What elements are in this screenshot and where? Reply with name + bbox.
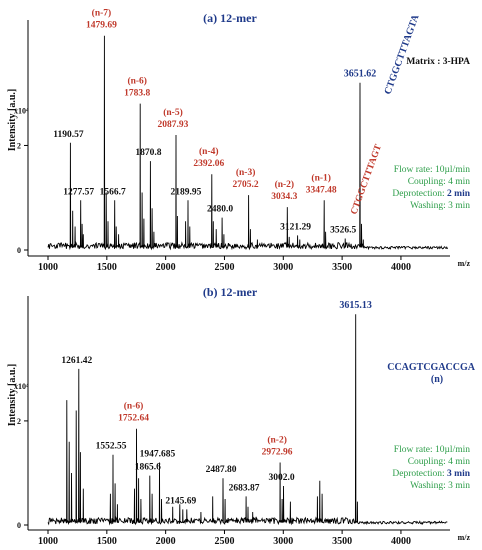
sequence-n-label: (n)	[431, 374, 443, 385]
y-scale-label: x10⁴	[14, 106, 29, 115]
peak-label: 1865.6	[135, 463, 161, 473]
peak-tag: (n-6)	[127, 76, 147, 87]
peak-label: 1752.64	[118, 414, 149, 424]
x-tick-label: 1000	[38, 536, 58, 547]
peak-label: 3347.48	[306, 185, 337, 195]
y-tick-label: 0	[17, 246, 21, 255]
peak-tag: (n-3)	[236, 167, 256, 178]
x-tick-label: 2500	[214, 262, 234, 273]
condition-flow-rate: Flow rate: 10µl/min	[394, 165, 470, 175]
x-axis-label: m/z	[458, 259, 471, 268]
peak-label: 2392.06	[193, 159, 224, 169]
x-tick-label: 3500	[332, 262, 352, 273]
x-tick-label: 2500	[214, 536, 234, 547]
peak-label: 2683.87	[229, 483, 260, 493]
y-axis-label: Intensity [a.u.]	[7, 89, 18, 152]
peak-label: 1552.55	[96, 442, 127, 452]
sequence-main: CTGGCTTTAGTA	[382, 13, 421, 97]
peak-label: 2972.96	[262, 448, 293, 458]
x-tick-label: 2000	[156, 536, 176, 547]
peak-tag: (n-1)	[311, 172, 331, 183]
x-tick-label: 1000	[38, 262, 58, 273]
x-tick-label: 3500	[332, 536, 352, 547]
peak-label: 3121.29	[280, 222, 311, 232]
peak-label: 1783.8	[124, 89, 150, 99]
peak-label: 1277.57	[63, 187, 94, 197]
condition-washing: Washing: 3 min	[410, 201, 470, 211]
peak-label: 3002.0	[268, 473, 294, 483]
y-axis-label: Intensity [a.u.]	[7, 364, 18, 427]
x-tick-label: 2000	[156, 262, 176, 273]
peak-label: 1479.69	[86, 21, 117, 31]
peak-label: 2480.0	[207, 205, 233, 215]
x-tick-label: 3000	[273, 536, 293, 547]
peak-label: 1190.57	[53, 130, 84, 140]
peak-label: 1261.42	[61, 356, 92, 366]
panel-b-spectrum: 1000 1500 2000 2500 3000 3500 4000 m/z 0 2 x10⁴Int…	[7, 285, 476, 547]
x-tick-label: 3000	[273, 262, 293, 273]
sequence-main: CCAGTCGACCGA	[387, 362, 476, 373]
condition-washing: Washing: 3 min	[410, 481, 470, 491]
deprotection-label: Deprotection:	[392, 469, 447, 479]
peak-label: 1947.685	[140, 450, 176, 460]
condition-deprotection: Deprotection: 3 min	[392, 469, 470, 479]
peak-label: 2487.80	[206, 465, 237, 475]
condition-flow-rate: Flow rate: 10µl/min	[394, 445, 470, 455]
peak-label: 2189.95	[171, 187, 202, 197]
peak-tag: (n-2)	[275, 179, 295, 190]
peak-tag: (n-5)	[163, 107, 183, 118]
condition-deprotection: Deprotection: 2 min	[392, 189, 470, 199]
sequence-n1: CTGGCTTTAGT	[349, 143, 384, 216]
condition-coupling: Coupling: 4 min	[408, 177, 471, 187]
peak-tag: (n-7)	[92, 8, 112, 19]
matrix-label: Matrix : 3-HPA	[406, 57, 470, 67]
peak-label: 1566.7	[100, 187, 126, 197]
x-tick-label: 4000	[391, 536, 411, 547]
peak-tag: (n-6)	[124, 401, 144, 412]
peak-tag: (n-4)	[199, 146, 219, 157]
y-tick-label: 2	[17, 141, 21, 150]
x-tick-label: 1500	[97, 536, 117, 547]
y-tick-label: 0	[17, 521, 21, 530]
panel-a-spectrum: 1000 1500 2000 2500 3000 3500 4000 m/z 0 2 x10⁴Int…	[7, 8, 471, 273]
peak-tag: (n-2)	[267, 435, 287, 446]
panel-title: (b) 12-mer	[203, 285, 258, 299]
deprotection-value: 2 min	[447, 189, 471, 199]
peak-label: 2705.2	[233, 180, 259, 190]
condition-coupling: Coupling: 4 min	[408, 457, 471, 467]
deprotection-value: 3 min	[447, 469, 471, 479]
peak-label: 2087.93	[158, 120, 189, 130]
peak-label: 3034.3	[271, 192, 297, 202]
spectrum-trace	[47, 35, 448, 251]
peak-label: 3651.62	[344, 69, 377, 80]
deprotection-label: Deprotection:	[392, 189, 447, 199]
x-axis-label: m/z	[458, 533, 471, 542]
peak-label: 2145.69	[165, 496, 196, 506]
peak-label: 1870.8	[135, 148, 161, 158]
y-tick-label: 2	[17, 417, 21, 426]
panel-title: (a) 12-mer	[203, 11, 257, 25]
x-tick-label: 1500	[97, 262, 117, 273]
peak-label: 3526.5	[330, 226, 356, 236]
peak-label: 3615.13	[339, 300, 372, 311]
y-scale-label: x10⁴	[14, 382, 29, 391]
spectrum-trace	[47, 314, 448, 526]
x-tick-label: 4000	[391, 262, 411, 273]
